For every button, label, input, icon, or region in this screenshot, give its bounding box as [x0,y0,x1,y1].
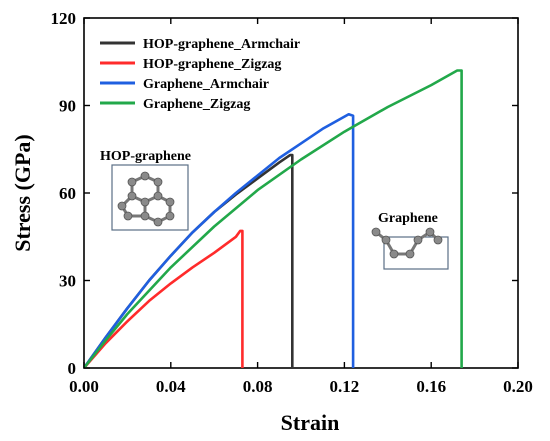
legend-entry: HOP-graphene_Zigzag [100,57,281,72]
y-tick-label: 120 [51,9,77,28]
x-tick-label: 0.04 [156,377,186,396]
y-tick-label: 30 [59,272,76,291]
legend-entry: Graphene_Armchair [100,77,269,92]
legend-entry: Graphene_Zigzag [100,97,250,112]
x-tick-label: 0.08 [243,377,273,396]
legend-label: HOP-graphene_Zigzag [143,57,281,72]
x-tick-label: 0.12 [330,377,360,396]
legend-label: Graphene_Armchair [143,77,269,92]
x-tick-label: 0.00 [69,377,99,396]
inset-graphene: Graphene [371,211,449,270]
y-tick-label: 0 [68,359,77,378]
y-tick-label: 60 [59,184,76,203]
inset-hop-graphene: HOP-graphene [100,149,191,231]
series-line-graphene-armchair [82,113,355,369]
ticks-layer: 0.00 0.04 0.08 0.12 0.16 0.20 0 30 60 90 120 [51,9,533,396]
series-line-hop-graphene-zigzag [83,229,244,369]
legend-label: Graphene_Zigzag [143,97,250,112]
legend-label: HOP-graphene_Armchair [143,37,300,52]
inset-frame [111,164,189,231]
inset-title: Graphene [378,211,438,226]
y-axis-title: Stress (GPa) [10,134,35,252]
series-layer [82,69,463,369]
hop-graphene-atoms [117,171,175,227]
legend-entry: HOP-graphene_Armchair [100,37,300,52]
legend: HOP-graphene_Armchair HOP-graphene_Zigza… [100,37,300,112]
x-tick-label: 0.20 [503,377,533,396]
x-tick-label: 0.16 [416,377,446,396]
graphene-atoms [371,227,443,259]
x-axis-title: Strain [281,410,340,435]
inset-title: HOP-graphene [100,149,191,164]
series-line-graphene-zigzag [82,69,463,369]
y-tick-label: 90 [59,97,76,116]
